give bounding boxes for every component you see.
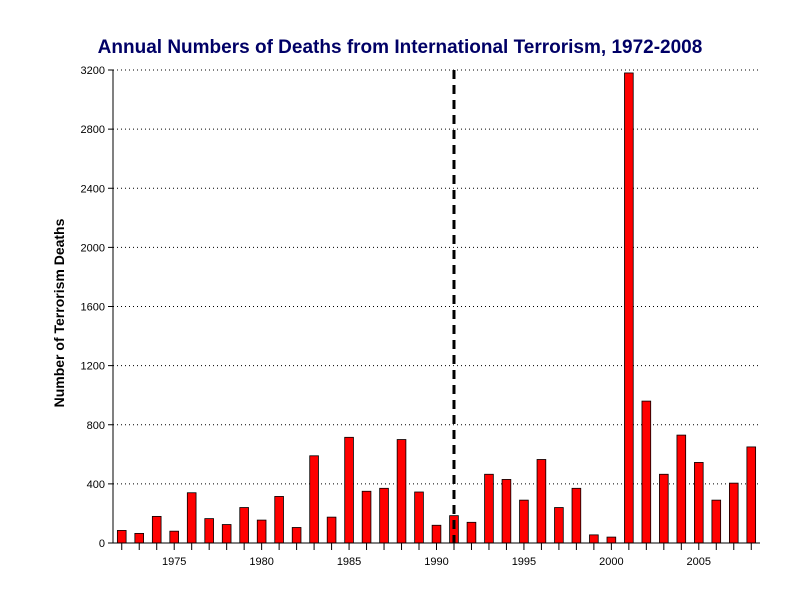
y-axis-label: Number of Terrorism Deaths bbox=[51, 218, 67, 407]
y-tick-label: 2800 bbox=[81, 124, 105, 136]
bar bbox=[694, 462, 704, 544]
bar bbox=[536, 459, 547, 544]
x-tick-label: 2000 bbox=[599, 556, 623, 568]
x-tick-label: 1990 bbox=[424, 556, 448, 568]
bar bbox=[169, 530, 179, 544]
bar bbox=[256, 519, 267, 544]
bar bbox=[746, 446, 757, 544]
bar bbox=[186, 492, 197, 544]
axes bbox=[112, 70, 760, 544]
bar bbox=[309, 455, 319, 544]
bar bbox=[659, 473, 669, 544]
bar bbox=[344, 436, 354, 544]
y-tick-label: 3200 bbox=[81, 65, 105, 77]
bar bbox=[519, 499, 529, 544]
y-ticks: 0 400 800 1200 1600 2000 2400 2800 3200 bbox=[81, 65, 113, 550]
x-ticks: 1975 1980 1985 1990 1995 2000 2005 bbox=[121, 543, 752, 568]
bar bbox=[589, 534, 599, 544]
x-tick-label: 1985 bbox=[337, 556, 361, 568]
bar bbox=[361, 490, 372, 544]
bars bbox=[116, 72, 757, 544]
bar bbox=[728, 482, 739, 544]
bar bbox=[116, 530, 127, 544]
y-tick-label: 400 bbox=[87, 479, 105, 491]
bar bbox=[711, 499, 722, 544]
y-tick-label: 2400 bbox=[81, 183, 105, 195]
bar bbox=[326, 516, 337, 544]
bar bbox=[379, 487, 389, 544]
y-tick-label: 800 bbox=[87, 420, 105, 432]
bar bbox=[624, 72, 634, 544]
bar bbox=[396, 439, 407, 544]
x-tick-label: 1995 bbox=[512, 556, 536, 568]
bar bbox=[606, 536, 617, 544]
x-tick-label: 2005 bbox=[687, 556, 711, 568]
bar bbox=[501, 479, 512, 544]
bar bbox=[274, 496, 284, 544]
bar bbox=[239, 507, 249, 544]
bar bbox=[484, 473, 494, 544]
bar bbox=[466, 521, 477, 544]
bar bbox=[431, 524, 442, 544]
y-tick-label: 0 bbox=[99, 538, 105, 550]
bar bbox=[571, 487, 582, 544]
bar bbox=[414, 491, 424, 544]
chart-title: Annual Numbers of Deaths from Internatio… bbox=[98, 37, 703, 58]
y-tick-label: 1600 bbox=[81, 302, 105, 314]
bar bbox=[291, 527, 302, 544]
bar bbox=[134, 532, 145, 544]
bar bbox=[676, 434, 687, 544]
bar bbox=[641, 400, 652, 544]
bar bbox=[151, 515, 162, 544]
x-tick-label: 1980 bbox=[249, 556, 273, 568]
y-tick-label: 1200 bbox=[81, 361, 105, 373]
y-tick-label: 2000 bbox=[81, 242, 105, 254]
x-tick-label: 1975 bbox=[162, 556, 186, 568]
gridlines bbox=[113, 69, 760, 485]
bar bbox=[204, 518, 214, 544]
bar bbox=[554, 507, 564, 544]
bar bbox=[221, 524, 232, 544]
